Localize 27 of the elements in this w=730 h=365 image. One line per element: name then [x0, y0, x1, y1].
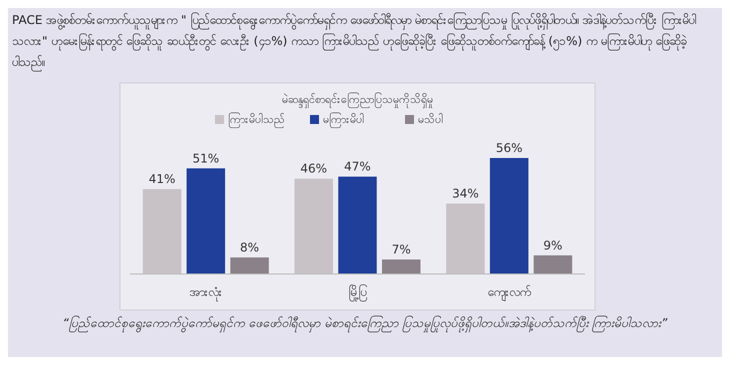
- x-tick-label: ကျေးလက်: [488, 284, 531, 302]
- data-label: 46%: [300, 162, 328, 176]
- bar: [534, 255, 572, 274]
- data-label: 34%: [452, 186, 479, 201]
- legend-label: မသိပါ: [418, 113, 443, 126]
- text: “ပြည်ထောင်စုရွေးကောက်ပွဲကော်မရှင်က ဖေဖော်ဝါရီလမှာ မဲစာရင်းကြေညာ ပြသမှုပြုလုပ်ဖို့ရှိပါတယ်။အဲဒါနဲ့ပတ်သက်ပြီး ကြားမိပါသလား”: [62, 314, 668, 333]
- bar: [186, 168, 226, 274]
- text: PACE အဖွဲ့စစ်တမ်းကောက်ယူသူများက " ပြည်ထောင်စုရွေးကောက်ပွဲကော်မရှင်က ဖေဖော်ဝါရီလမှာ မဲစာရင်းကြေညာပြသမှု ပြုလုပ်ဖို့ရှိပါတယ်။ အဲဒါနဲ့ပတ်သက်ပြီး ကြားမိပါသလား" ဟုမေးမြန်းရာတွင် ဖြေဆိုသူ ဆယ်ဦးတွင် လေးဦး (၄၁%) ကသာ ကြားမိပါသည် ဟုဖြေဆိုခဲ့ပြီး ဖြေဆိုသူတစ်ဝက်ကျော်ခန့် (၅၁%) က မကြားမိပါဟု ဖြေဆိုခဲ့ပါသည်။: [12, 12, 697, 73]
- bar: [382, 260, 420, 274]
- data-label: 51%: [192, 151, 220, 166]
- bar: [230, 257, 269, 274]
- x-tick-label: မြို့ပြ: [348, 283, 368, 302]
- bar: [490, 158, 528, 274]
- data-label: 47%: [344, 160, 371, 174]
- legend-label: ကြားမိပါသည်: [228, 112, 284, 128]
- bar: [338, 176, 377, 274]
- data-label: 41%: [148, 172, 176, 186]
- bar: [294, 178, 333, 274]
- bar: [142, 189, 182, 274]
- data-label: 56%: [496, 141, 523, 155]
- legend-label: မကြားမိပါ: [323, 112, 364, 128]
- data-label: 7%: [392, 242, 411, 256]
- x-tick-label: အားလုံး: [189, 285, 222, 302]
- chart-title: မဲဆန္ဒရှင်စာရင်းကြေညာပြသမှုကိုသိရှိမှု: [282, 92, 433, 108]
- data-label: 8%: [240, 240, 260, 254]
- data-label: 9%: [543, 238, 562, 252]
- bar: [446, 204, 485, 274]
